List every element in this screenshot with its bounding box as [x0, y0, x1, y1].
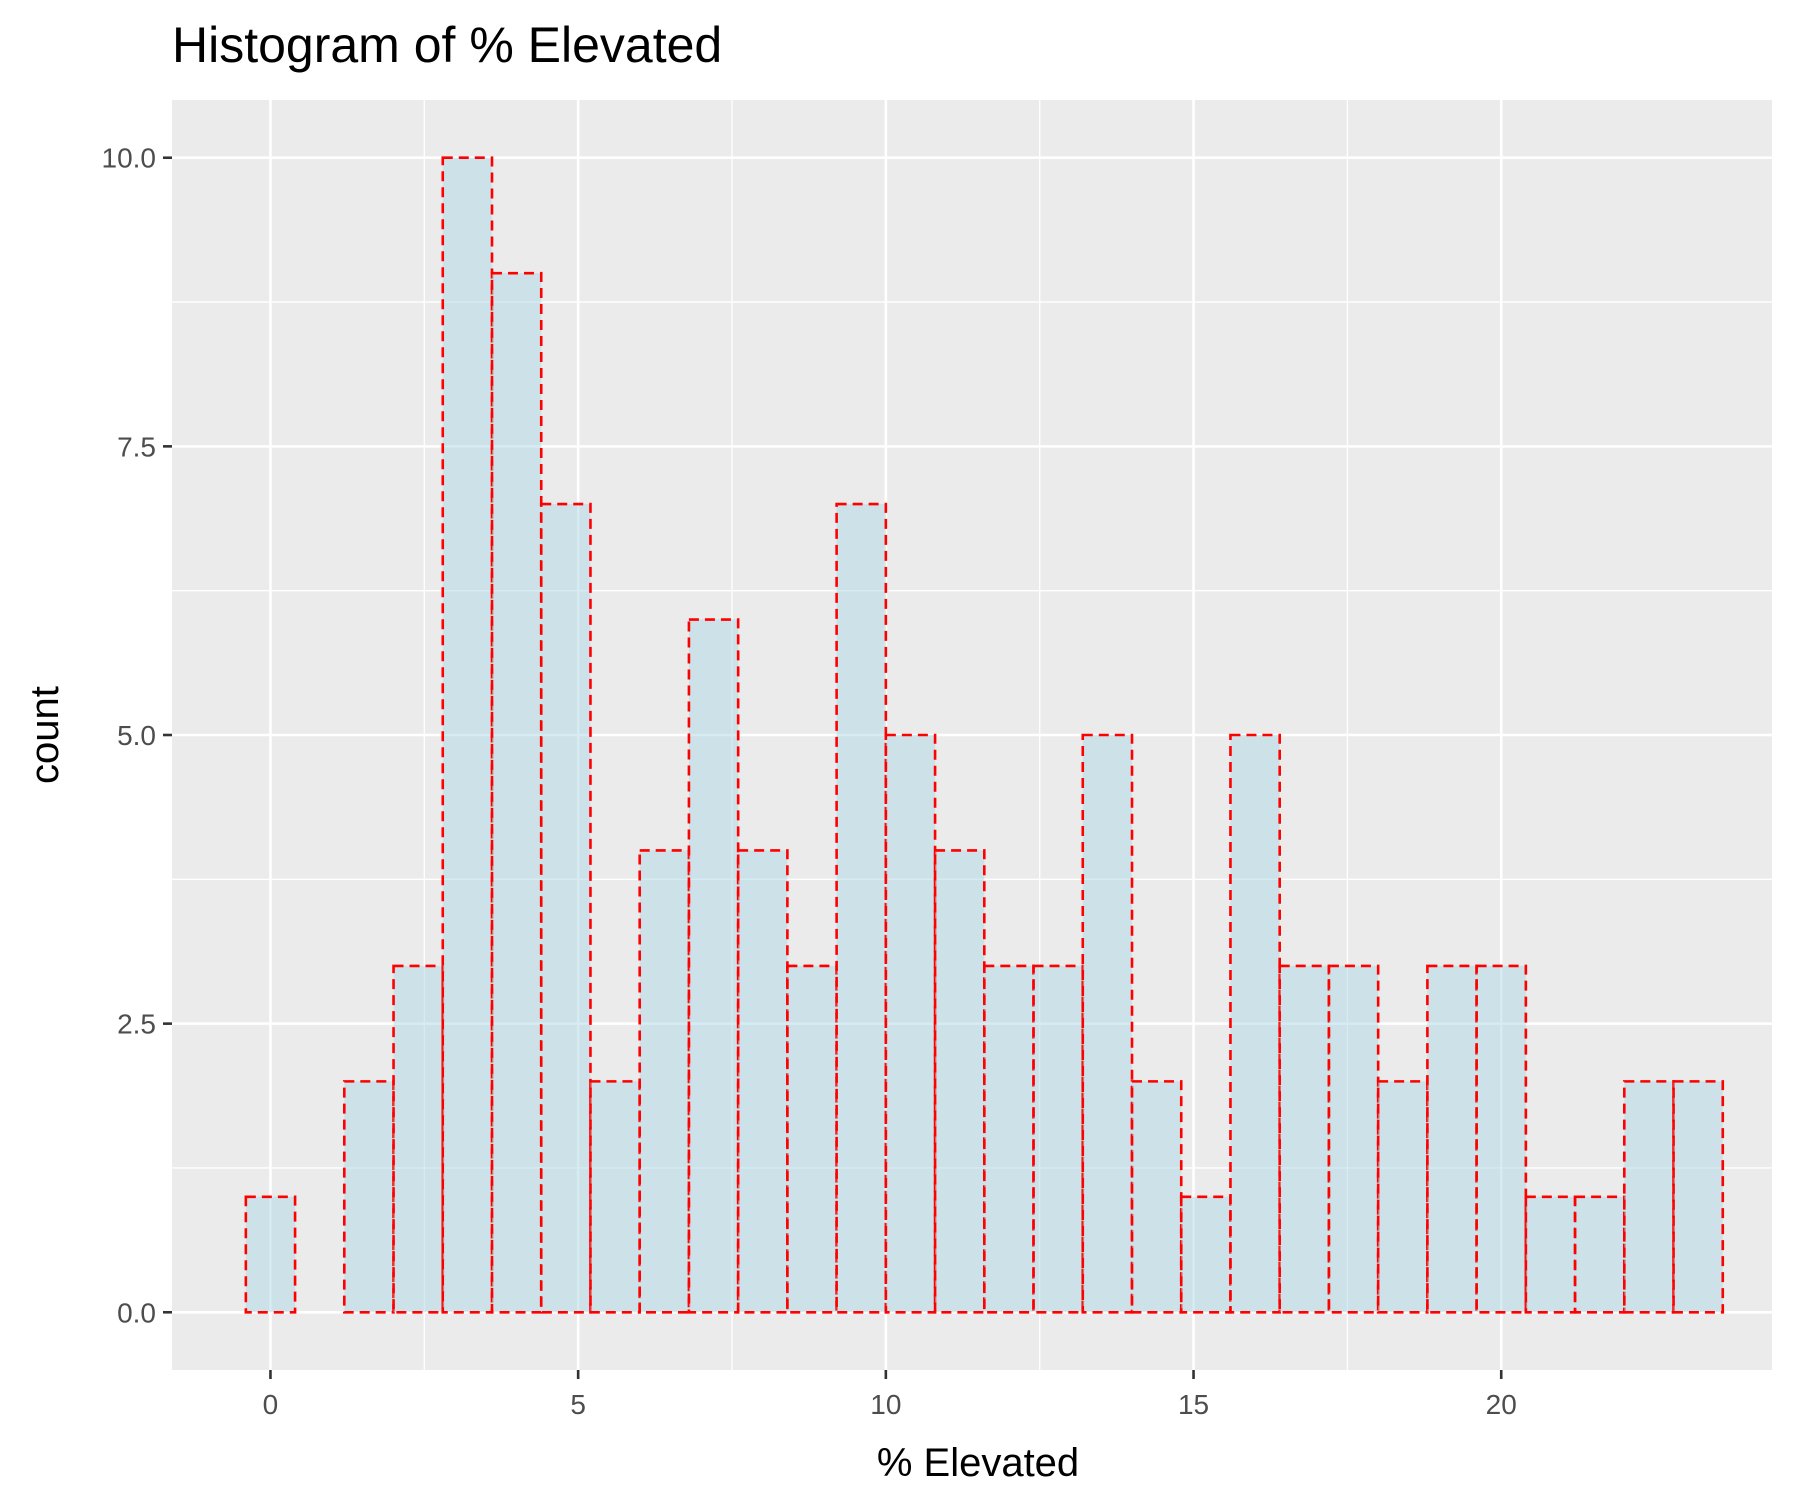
chart-title: Histogram of % Elevated [172, 17, 722, 73]
x-tick-label: 20 [1486, 1389, 1517, 1420]
histogram-bar [343, 1080, 395, 1314]
y-tick-label: 5.0 [117, 720, 156, 751]
histogram-bar [1475, 964, 1528, 1314]
x-axis: 0 5 10 15 20 [263, 1370, 1517, 1420]
histogram-bar [736, 849, 789, 1314]
histogram-bar [835, 502, 888, 1314]
histogram-bar [884, 733, 937, 1314]
y-axis: 0.0 2.5 5.0 7.5 10.0 [102, 143, 172, 1328]
histogram-bar [490, 271, 543, 1314]
histogram-bar [1327, 964, 1380, 1314]
x-tick-label: 5 [570, 1389, 586, 1420]
histogram-bar [392, 964, 445, 1314]
y-tick-label: 2.5 [117, 1009, 156, 1040]
histogram-bar [589, 1080, 641, 1314]
histogram-bar [933, 849, 986, 1314]
histogram-bars [244, 156, 1725, 1314]
histogram-bar [1081, 733, 1134, 1314]
x-tick-label: 0 [263, 1389, 279, 1420]
histogram-bar [1278, 964, 1331, 1314]
histogram-bar [1376, 1080, 1429, 1314]
x-axis-title: % Elevated [877, 1441, 1079, 1485]
histogram-bar [1130, 1080, 1183, 1314]
histogram-bar [786, 964, 838, 1314]
x-tick-label: 10 [870, 1389, 901, 1420]
histogram-bar [1672, 1080, 1725, 1314]
histogram-bar [1426, 964, 1478, 1314]
histogram-bar [539, 502, 592, 1314]
histogram-bar [687, 618, 740, 1314]
y-tick-label: 10.0 [102, 143, 157, 174]
histogram-bar [1032, 964, 1085, 1314]
histogram-bar [638, 849, 691, 1314]
histogram-bar [441, 156, 494, 1314]
histogram-bar [983, 964, 1035, 1314]
x-tick-label: 15 [1178, 1389, 1209, 1420]
histogram-bar [1524, 1195, 1577, 1314]
histogram-bar [244, 1195, 297, 1314]
histogram-bar [1229, 733, 1281, 1314]
y-tick-label: 0.0 [117, 1297, 156, 1328]
histogram-bar [1623, 1080, 1675, 1314]
histogram-bar [1573, 1195, 1626, 1314]
y-axis-title: count [23, 686, 67, 784]
y-tick-label: 7.5 [117, 431, 156, 462]
histogram-bar [1179, 1195, 1232, 1314]
